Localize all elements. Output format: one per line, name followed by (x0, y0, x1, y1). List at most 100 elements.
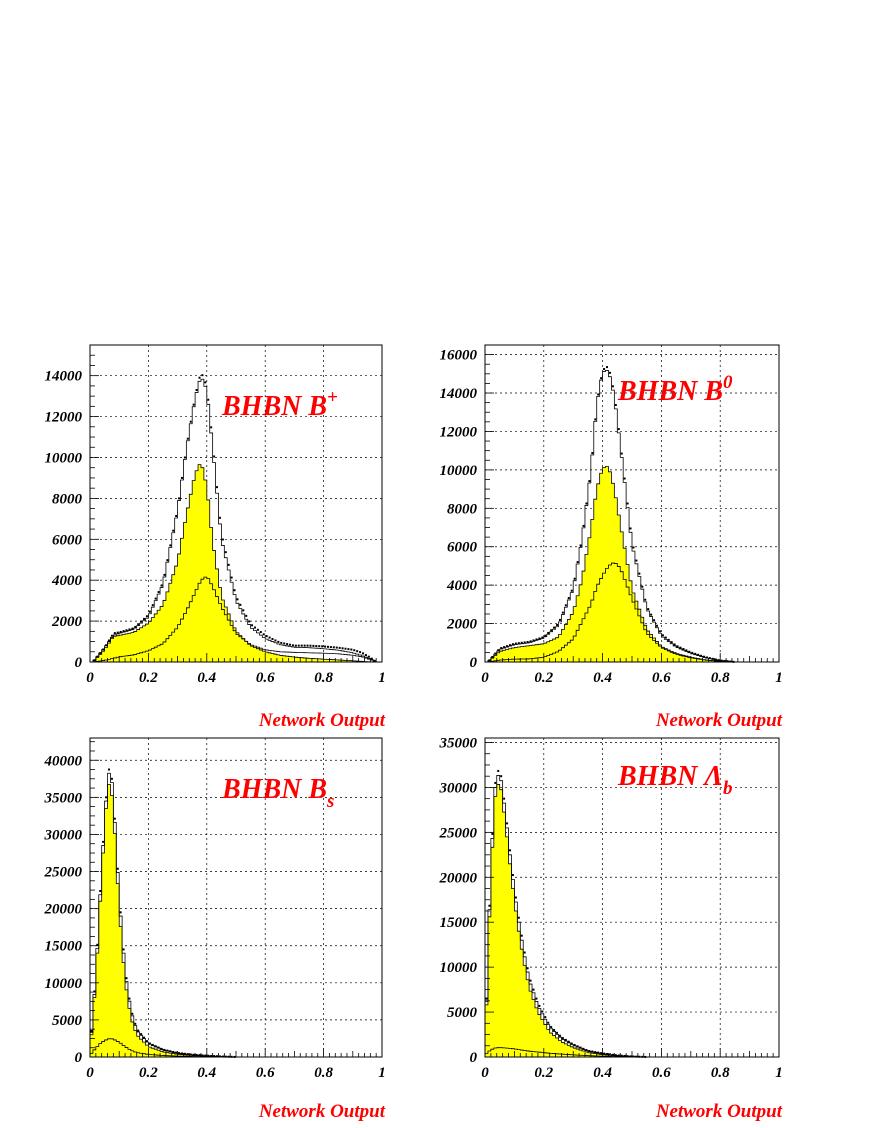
data-point (647, 608, 650, 611)
data-point (629, 527, 632, 530)
data-point (350, 648, 353, 651)
y-tick-label: 10000 (45, 450, 83, 466)
y-tick-label: 35000 (44, 790, 83, 806)
data-point (614, 1054, 617, 1057)
x-tick-label: 0.6 (256, 1065, 275, 1081)
data-point (485, 997, 488, 1000)
x-tick-label: 0.4 (197, 670, 216, 686)
y-tick-label: 6000 (447, 540, 478, 556)
y-tick-label: 25000 (44, 865, 83, 881)
data-point (107, 639, 110, 642)
y-tick-label: 12000 (440, 424, 478, 440)
signal-histogram (485, 466, 779, 663)
x-axis-label: Network Output (655, 1101, 783, 1122)
data-point (564, 604, 567, 607)
data-point (201, 1054, 204, 1057)
data-point (341, 647, 344, 650)
data-point (189, 1053, 192, 1056)
data-point (201, 374, 204, 377)
data-point (588, 1049, 591, 1052)
data-point (558, 1034, 561, 1037)
x-tick-label: 1 (775, 670, 783, 686)
data-point (110, 777, 113, 780)
data-point (169, 1050, 172, 1053)
data-point (503, 646, 506, 649)
y-tick-label: 5000 (447, 1005, 478, 1021)
data-point (239, 603, 242, 606)
data-point (151, 1043, 154, 1046)
data-point (500, 775, 503, 778)
x-tick-label: 0.2 (139, 670, 158, 686)
data-point (564, 1038, 567, 1041)
histogram-panel-bs: 0 0.2 0.4 0.6 0.8 1 0 5000 10000 15000 20000 25000 3… (44, 737, 386, 1122)
data-point (635, 559, 638, 562)
panel-title: BHBN Bs (221, 774, 334, 812)
y-tick-label: 2000 (51, 614, 83, 630)
signal-histogram (90, 464, 382, 663)
data-point (213, 1055, 216, 1058)
x-tick-label: 1 (775, 1065, 783, 1081)
y-tick-label: 0 (75, 655, 83, 671)
histogram-panel-bplus: 0 0.2 0.4 0.6 0.8 1 0 2000 4000 6000 8000 10000 1200… (45, 344, 386, 731)
x-tick-label: 1 (378, 1065, 386, 1081)
data-point (321, 645, 324, 648)
data-point (356, 650, 359, 653)
y-tick-label: 4000 (446, 578, 478, 594)
panel-title: BHBN B0 (617, 372, 733, 407)
data-point (195, 388, 198, 391)
x-axis-label: Network Output (258, 710, 386, 731)
y-tick-label: 40000 (44, 753, 83, 769)
data-point (216, 1055, 219, 1058)
data-point (145, 1040, 148, 1043)
data-point (329, 646, 332, 649)
data-point (488, 904, 491, 907)
data-point (500, 647, 503, 650)
data-point (245, 614, 248, 617)
data-point (326, 645, 329, 648)
data-point (347, 648, 350, 651)
data-point (682, 648, 685, 651)
data-point (218, 1055, 221, 1058)
data-point (594, 1051, 597, 1054)
data-point (629, 1055, 632, 1058)
y-tick-label: 15000 (45, 939, 83, 955)
data-point (526, 641, 529, 644)
data-point (157, 1046, 160, 1049)
data-point (344, 647, 347, 650)
data-point (582, 1047, 585, 1050)
data-point (338, 646, 341, 649)
data-point (157, 591, 160, 594)
data-point (312, 644, 315, 647)
data-point (632, 546, 635, 549)
data-point (303, 644, 306, 647)
data-point (224, 551, 227, 554)
data-point (556, 1031, 559, 1034)
data-point (576, 1045, 579, 1048)
x-tick-label: 0 (481, 670, 489, 686)
data-point (588, 480, 591, 483)
data-point (567, 1040, 570, 1043)
data-point (650, 613, 653, 616)
data-point (93, 990, 96, 993)
data-point (160, 1047, 163, 1050)
data-point (102, 648, 105, 651)
data-point (703, 655, 706, 658)
data-point (180, 1052, 183, 1055)
x-tick-label: 0.2 (139, 1065, 158, 1081)
data-point (620, 1054, 623, 1057)
data-point (113, 817, 116, 820)
data-point (221, 538, 224, 541)
data-point (151, 604, 154, 607)
data-point (148, 610, 151, 613)
data-point (691, 651, 694, 654)
data-point (370, 657, 373, 660)
data-point (667, 638, 670, 641)
data-point (248, 620, 251, 623)
data-point (105, 644, 108, 647)
data-point (207, 1054, 210, 1057)
data-point (623, 477, 626, 480)
y-tick-label: 20000 (44, 902, 83, 918)
data-point (526, 967, 529, 970)
y-tick-label: 30000 (44, 827, 83, 843)
data-point (143, 617, 146, 620)
